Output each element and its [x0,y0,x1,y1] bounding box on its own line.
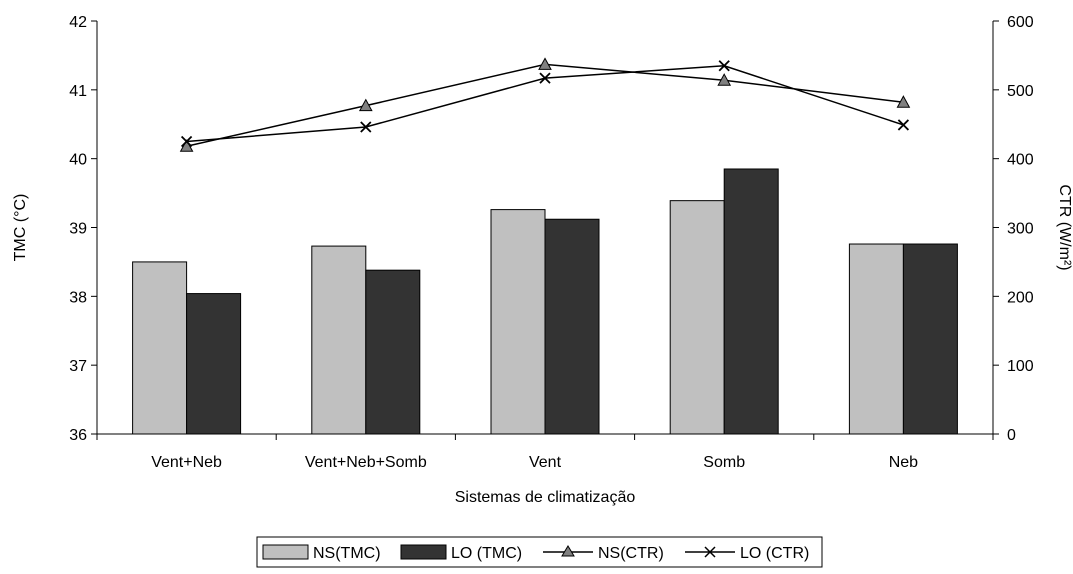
y2-tick-label: 200 [1007,289,1034,306]
x-tick-label: Somb [703,454,745,471]
point-ns-ctr [717,73,732,86]
bar-lo-tmc [186,293,242,435]
lines [179,57,911,152]
point-lo-ctr [539,72,551,84]
point-ns-ctr [538,57,552,70]
point-lo-ctr [360,121,372,133]
y-tick-label: 36 [69,427,87,444]
y2-tick-label: 100 [1007,358,1034,375]
bar-ns-tmc [132,261,188,435]
point-ns-ctr [179,139,194,152]
bar-lo-tmc [365,269,421,435]
y-tick-label: 37 [69,358,87,375]
y-tick-label: 40 [69,152,87,169]
y2-tick-label: 400 [1007,152,1034,169]
x-tick-label: Vent+Neb [151,454,222,471]
y-tick-label: 42 [69,14,87,31]
y2-tick-label: 0 [1007,427,1016,444]
legend-swatch-ns-tmc [262,544,309,560]
legend-swatch-lo-tmc [400,544,447,560]
bar-ns-tmc [669,200,725,435]
y-axis-title: TMC (°C) [12,194,29,262]
y2-tick-label: 300 [1007,221,1034,238]
axes [91,20,999,440]
x-tick-label: Neb [889,454,918,471]
y2-axis-title: CTR (W/m²) [1056,184,1073,270]
y2-tick-label: 600 [1007,14,1034,31]
y-tick-label: 41 [69,83,87,100]
x-axis-title: Sistemas de climatização [455,489,636,506]
bar-ns-tmc [848,243,904,435]
legend-label-lo-tmc: LO (TMC) [451,545,522,562]
bar-lo-tmc [902,243,958,435]
bar-lo-tmc [544,218,600,435]
legend-label-ns-tmc: NS(TMC) [313,545,381,562]
legend: NS(TMC) LO (TMC) NS(CTR) LO (CTR) [256,536,823,568]
labels: 36 37 38 39 40 41 42 0 100 200 300 400 500 600 Vent+Ne… [12,14,1073,506]
x-tick-label: Vent+Neb+Somb [305,454,427,471]
bar-ns-tmc [490,209,546,435]
point-lo-ctr [897,119,910,131]
bar-lo-tmc [723,168,779,435]
legend-marker-triangle [561,545,575,557]
legend-label-lo-ctr: LO (CTR) [740,545,809,562]
x-tick-label: Vent [529,454,562,471]
bars [132,168,958,435]
y2-tick-label: 500 [1007,83,1034,100]
legend-label-ns-ctr: NS(CTR) [598,545,664,562]
legend-marker-x [704,546,716,558]
line-ns-ctr [186,63,904,148]
y-tick-label: 39 [69,221,87,238]
point-lo-ctr [718,60,730,72]
y-tick-label: 38 [69,289,87,306]
point-ns-ctr [358,98,373,112]
point-lo-ctr [180,135,193,148]
point-ns-ctr [896,95,911,108]
bar-ns-tmc [311,245,367,435]
